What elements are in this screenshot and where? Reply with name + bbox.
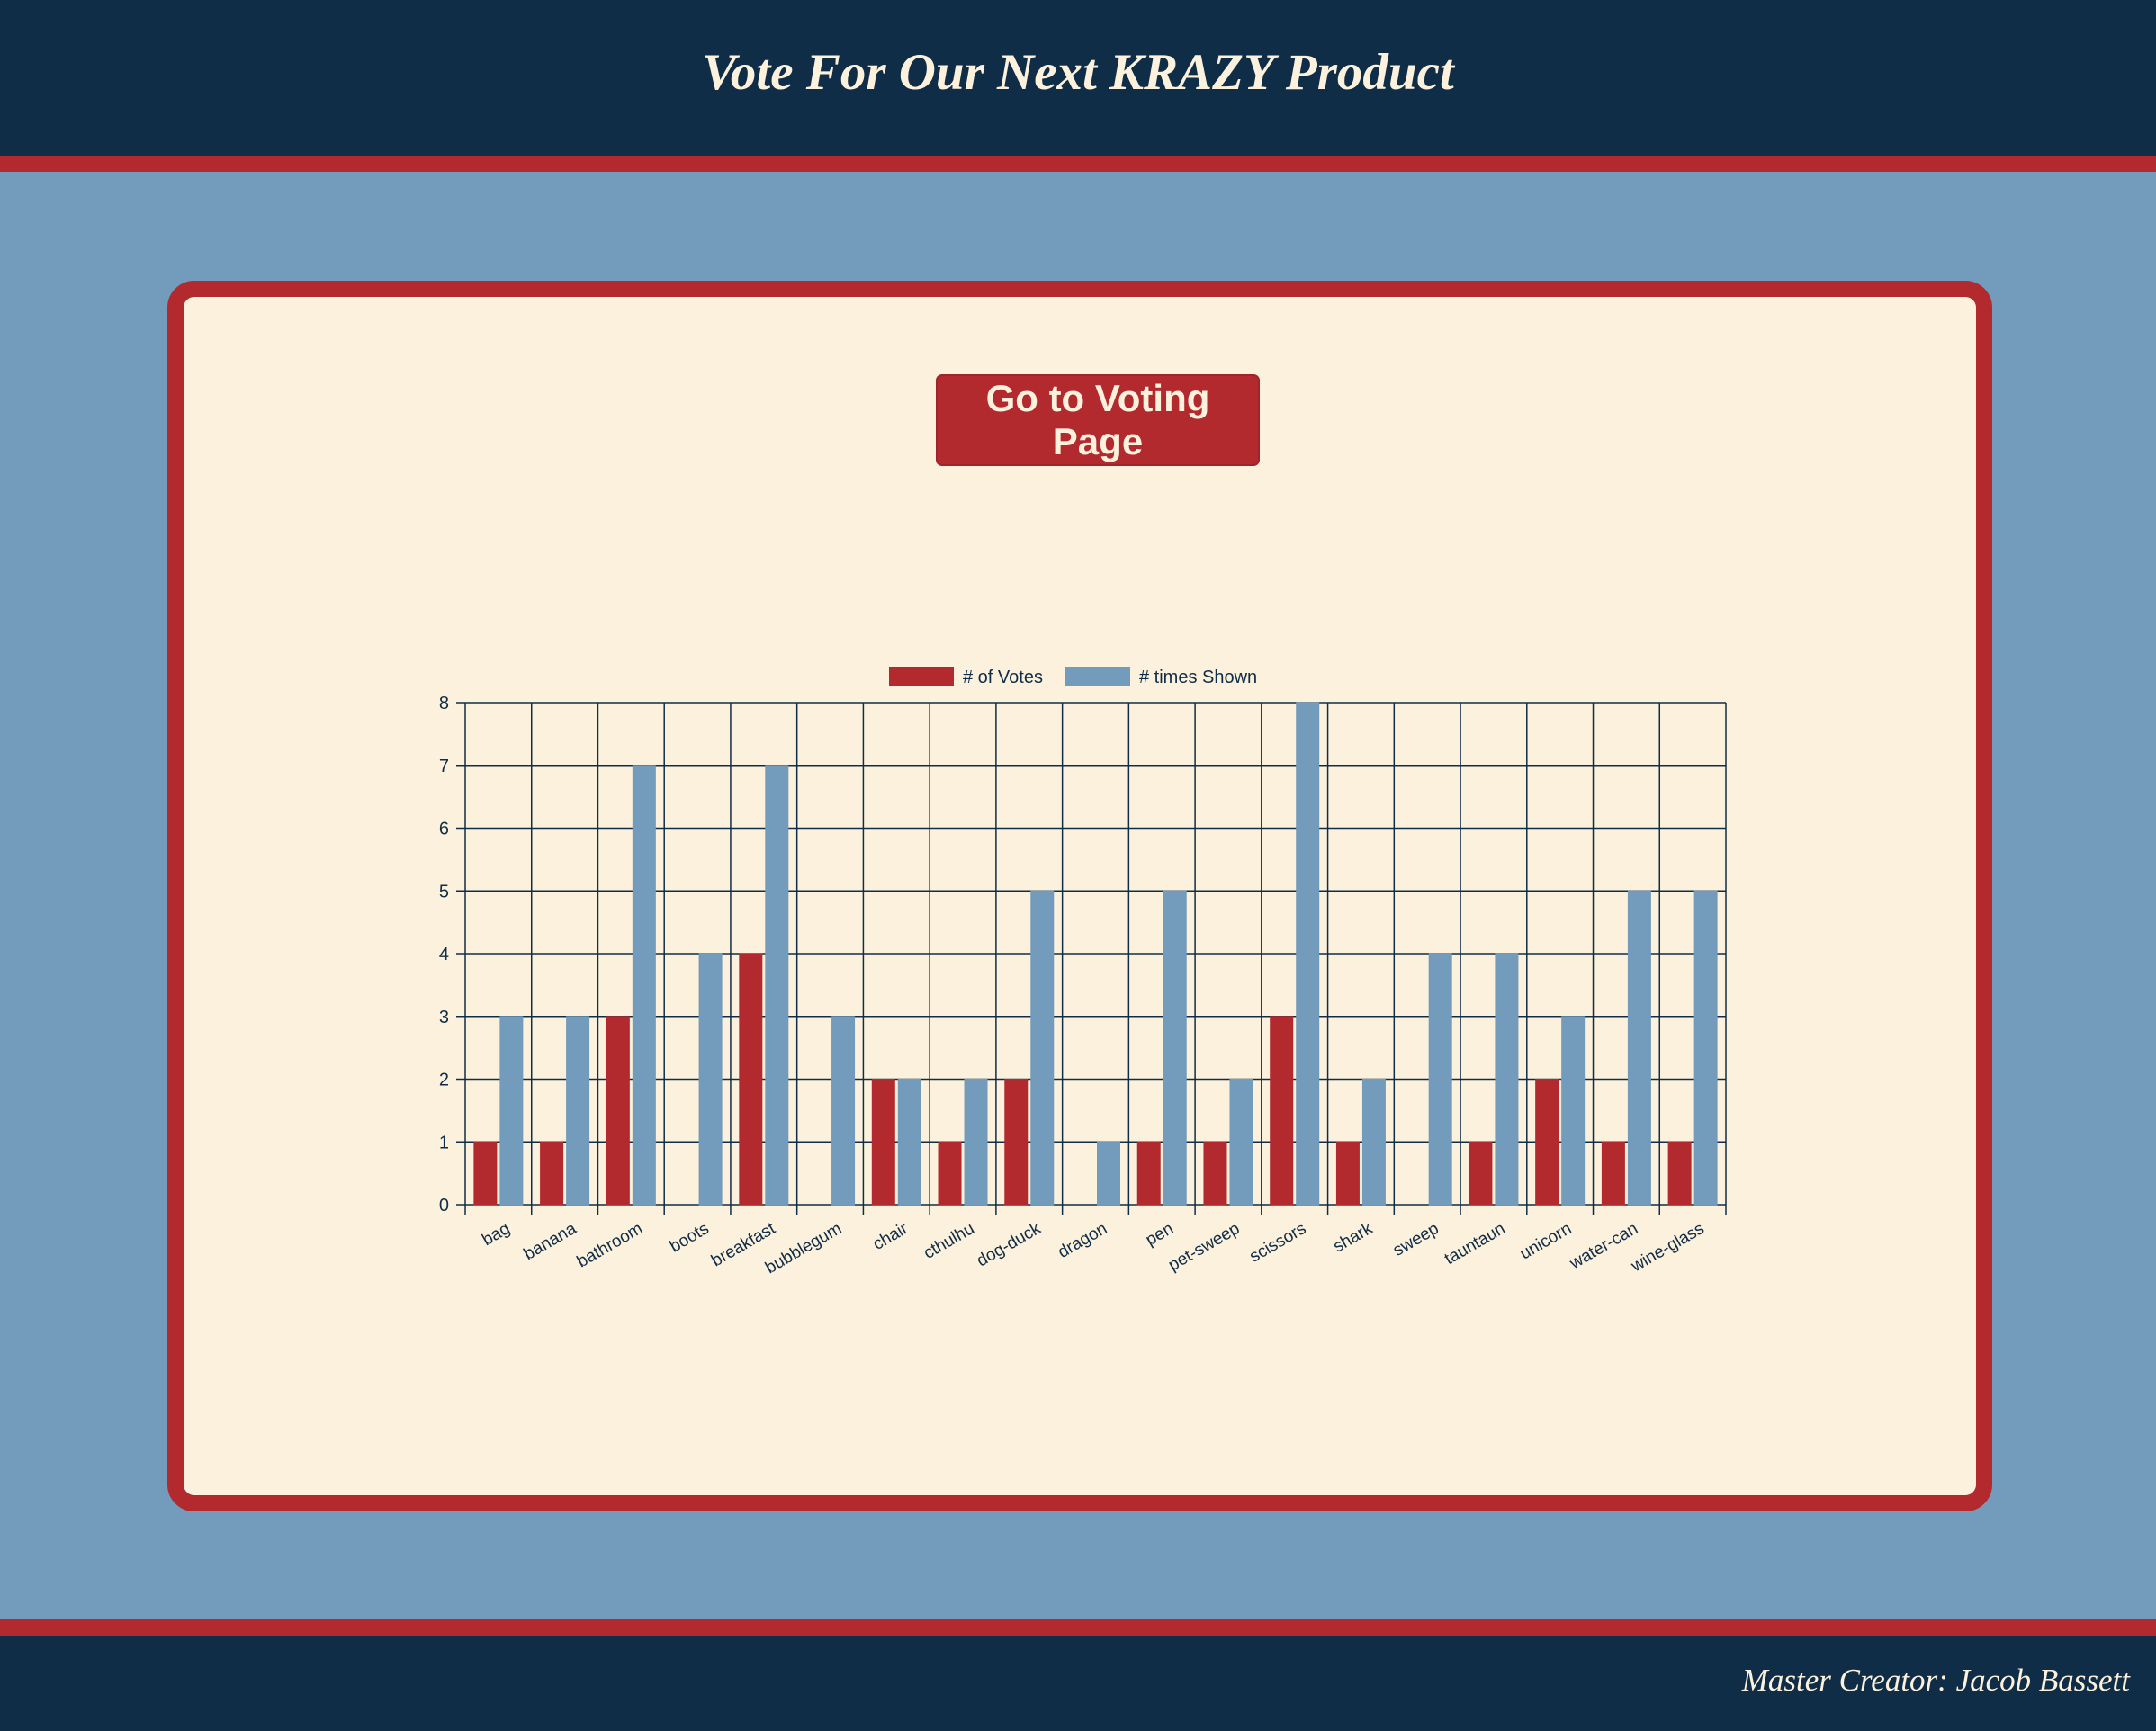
x-tick-label: boots bbox=[667, 1219, 713, 1256]
x-tick-label: wine-glass bbox=[1628, 1219, 1708, 1277]
x-tick-label: bag bbox=[479, 1219, 513, 1250]
votes-bar bbox=[1203, 1141, 1227, 1206]
y-tick-label: 6 bbox=[439, 820, 449, 839]
votes-bar bbox=[871, 1079, 895, 1206]
shown-bar bbox=[964, 1079, 988, 1206]
x-tick-label: shark bbox=[1330, 1219, 1376, 1257]
shown-bar bbox=[1627, 890, 1651, 1206]
page-title: Vote For Our Next KRAZY Product bbox=[702, 44, 1454, 101]
y-tick-label: 5 bbox=[439, 882, 449, 901]
shown-bar bbox=[632, 765, 656, 1206]
creator-credit: Master Creator: Jacob Bassett bbox=[1741, 1663, 2130, 1698]
votes-bar bbox=[1270, 1016, 1294, 1206]
votes-bar bbox=[938, 1141, 962, 1206]
y-tick-label: 4 bbox=[439, 945, 449, 964]
y-tick-label: 0 bbox=[439, 1196, 449, 1215]
legend-swatch-shown bbox=[1065, 667, 1130, 686]
shown-bar bbox=[1495, 953, 1519, 1206]
shown-bar bbox=[1361, 1079, 1386, 1206]
shown-bar bbox=[765, 765, 789, 1206]
go-to-voting-button[interactable]: Go to Voting Page bbox=[936, 374, 1260, 466]
x-tick-label: cthulhu bbox=[921, 1219, 978, 1263]
shown-bar bbox=[566, 1016, 590, 1206]
votes-bar bbox=[1535, 1079, 1559, 1206]
x-tick-label: chair bbox=[870, 1219, 912, 1254]
x-tick-label: bubblegum bbox=[762, 1219, 845, 1278]
y-tick-label: 1 bbox=[439, 1133, 449, 1153]
votes-bar bbox=[1004, 1079, 1029, 1206]
x-tick-label: pen bbox=[1143, 1219, 1177, 1250]
x-tick-label: sweep bbox=[1390, 1219, 1442, 1260]
votes-bar bbox=[739, 953, 763, 1206]
votes-bar bbox=[1469, 1141, 1493, 1206]
shown-bar bbox=[1296, 702, 1320, 1206]
votes-bar bbox=[606, 1016, 630, 1206]
shown-bar bbox=[1030, 890, 1055, 1206]
votes-bar bbox=[1335, 1141, 1360, 1206]
shown-bar bbox=[831, 1016, 856, 1206]
shown-bar bbox=[1229, 1079, 1253, 1206]
votes-bar bbox=[540, 1141, 564, 1206]
page-header: Vote For Our Next KRAZY Product bbox=[0, 0, 2156, 172]
shown-bar bbox=[1561, 1016, 1586, 1206]
y-tick-label: 3 bbox=[439, 1008, 449, 1027]
shown-bar bbox=[499, 1016, 524, 1206]
shown-bar bbox=[1163, 890, 1187, 1206]
shown-bar bbox=[1097, 1141, 1120, 1206]
legend-label-votes: # of Votes bbox=[963, 668, 1043, 687]
votes-bar bbox=[1601, 1141, 1625, 1206]
y-tick-label: 2 bbox=[439, 1071, 449, 1090]
shown-bar bbox=[897, 1079, 921, 1206]
votes-bar bbox=[1136, 1141, 1161, 1206]
x-tick-label: water-can bbox=[1566, 1219, 1641, 1273]
shown-bar bbox=[1693, 890, 1718, 1206]
x-tick-label: tauntaun bbox=[1442, 1219, 1509, 1269]
y-tick-label: 7 bbox=[439, 757, 449, 776]
results-panel: Go to Voting Page bbox=[167, 281, 1992, 1511]
x-tick-label: bathroom bbox=[574, 1219, 646, 1271]
y-tick-label: 8 bbox=[439, 694, 449, 713]
x-tick-label: dragon bbox=[1055, 1219, 1110, 1262]
shown-bar bbox=[1428, 953, 1452, 1206]
page-footer: Master Creator: Jacob Bassett bbox=[0, 1619, 2156, 1731]
legend-label-shown: # times Shown bbox=[1139, 668, 1257, 687]
shown-bar bbox=[698, 953, 723, 1206]
x-tick-label: scissors bbox=[1246, 1219, 1309, 1266]
x-tick-label: dog-duck bbox=[974, 1219, 1045, 1271]
legend-swatch-votes bbox=[889, 667, 954, 686]
x-tick-label: pet-sweep bbox=[1165, 1219, 1243, 1275]
votes-bar bbox=[1667, 1141, 1692, 1206]
votes-bar bbox=[473, 1141, 498, 1206]
x-tick-label: banana bbox=[521, 1219, 580, 1264]
